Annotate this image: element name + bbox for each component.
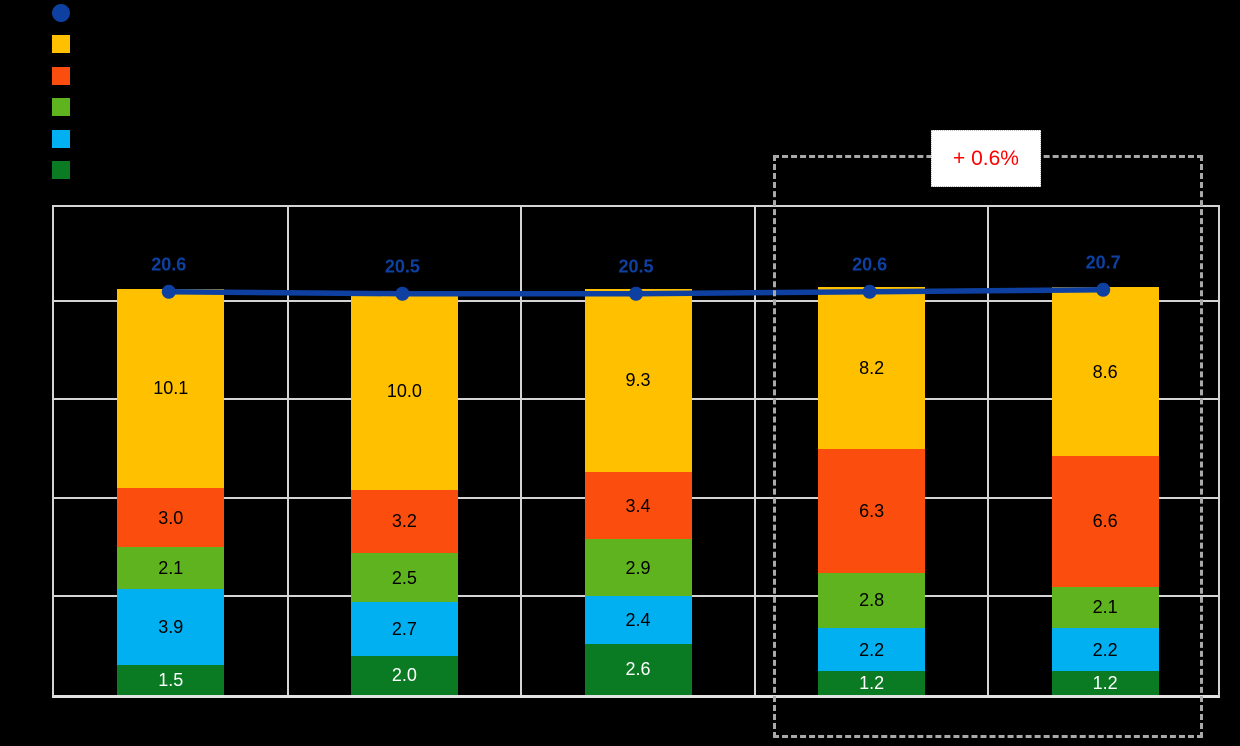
- segment-green-value-label: 2.9: [625, 557, 651, 578]
- segment-orange-value-label: 3.4: [625, 495, 651, 516]
- segment-dark-green: 2.0: [350, 655, 458, 695]
- segment-dark-green-value-label: 1.2: [859, 673, 885, 694]
- segment-light-blue: 2.7: [350, 602, 458, 656]
- segment-light-blue-value-label: 3.9: [158, 616, 184, 637]
- segment-orange: 3.0: [117, 487, 225, 548]
- segment-light-blue-value-label: 2.2: [1092, 639, 1118, 660]
- total-line-value-label: 20.6: [151, 254, 187, 275]
- legend-marker-segment-orange: [52, 66, 70, 85]
- segment-dark-green: 2.6: [584, 643, 692, 695]
- segment-green-value-label: 2.8: [859, 590, 885, 611]
- segment-yellow-value-label: 10.0: [386, 381, 422, 402]
- segment-yellow-value-label: 8.2: [859, 357, 885, 378]
- segment-green-value-label: 2.1: [1092, 597, 1118, 618]
- segment-orange-value-label: 6.6: [1092, 511, 1118, 532]
- annotation-label: + 0.6%: [953, 146, 1019, 170]
- segment-orange: 3.4: [584, 472, 692, 540]
- segment-green: 2.1: [117, 547, 225, 589]
- segment-green-value-label: 2.1: [158, 557, 184, 578]
- segment-orange: 3.2: [350, 489, 458, 554]
- segment-light-blue: 3.9: [117, 588, 225, 666]
- segment-yellow: 10.0: [350, 292, 458, 490]
- segment-yellow: 8.2: [818, 286, 926, 449]
- vertical-gridline: [286, 207, 289, 695]
- total-line-value-label: 20.6: [852, 254, 888, 275]
- segment-green: 2.5: [350, 553, 458, 603]
- highlight-dashed-box: [773, 155, 1203, 738]
- segment-light-blue: 2.4: [584, 596, 692, 644]
- segment-dark-green-value-label: 2.6: [625, 659, 651, 680]
- total-line-value-label: 20.7: [1085, 252, 1121, 273]
- total-line-value-label: 20.5: [384, 256, 420, 277]
- annotation-box: + 0.6%: [931, 130, 1041, 187]
- segment-orange: 6.6: [1051, 456, 1159, 587]
- vertical-gridline: [987, 207, 990, 695]
- segment-orange-value-label: 3.2: [391, 511, 417, 532]
- segment-dark-green-value-label: 1.2: [1092, 673, 1118, 694]
- segment-light-blue-value-label: 2.2: [859, 639, 885, 660]
- segment-yellow: 8.6: [1051, 286, 1159, 457]
- legend-marker-segment-green: [52, 98, 70, 117]
- segment-yellow-value-label: 8.6: [1092, 361, 1118, 382]
- legend-marker-segment-dark-green: [52, 161, 70, 179]
- vertical-gridline: [520, 207, 523, 695]
- segment-green: 2.1: [1051, 586, 1159, 628]
- legend-marker-line: [52, 4, 70, 22]
- segment-orange-value-label: 3.0: [158, 507, 184, 528]
- total-line-value-label: 20.5: [618, 256, 654, 277]
- segment-light-blue-value-label: 2.7: [391, 618, 417, 639]
- segment-yellow: 10.1: [117, 288, 225, 488]
- segment-green: 2.9: [584, 539, 692, 597]
- segment-yellow: 9.3: [584, 288, 692, 473]
- segment-dark-green: 1.2: [818, 671, 926, 695]
- segment-dark-green: 1.2: [1051, 671, 1159, 695]
- segment-yellow-value-label: 9.3: [625, 370, 651, 391]
- segment-orange-value-label: 6.3: [859, 500, 885, 521]
- segment-green: 2.8: [818, 572, 926, 628]
- vertical-gridline: [753, 207, 756, 695]
- horizontal-gridline: [54, 595, 1218, 598]
- segment-orange: 6.3: [818, 448, 926, 573]
- segment-light-blue: 2.2: [1051, 627, 1159, 672]
- segment-dark-green-value-label: 1.5: [158, 670, 184, 691]
- segment-green-value-label: 2.5: [391, 567, 417, 588]
- legend-marker-segment-yellow: [52, 35, 70, 54]
- segment-light-blue: 2.2: [818, 627, 926, 672]
- segment-light-blue-value-label: 2.4: [625, 610, 651, 631]
- segment-dark-green-value-label: 2.0: [391, 665, 417, 686]
- segment-yellow-value-label: 10.1: [153, 378, 189, 399]
- segment-dark-green: 1.5: [117, 665, 225, 695]
- legend-marker-segment-light-blue: [52, 129, 70, 148]
